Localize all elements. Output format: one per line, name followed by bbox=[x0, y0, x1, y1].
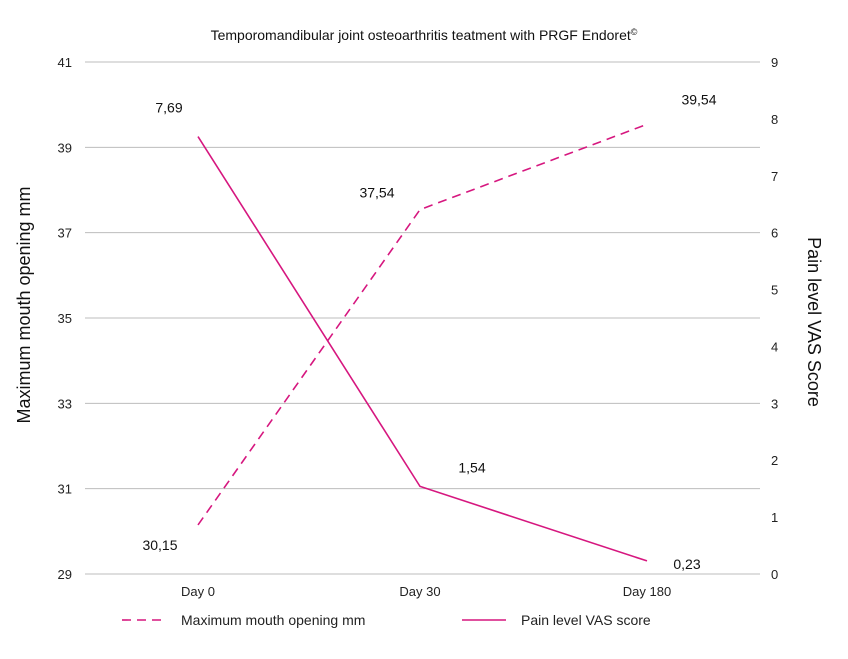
data-label: 7,69 bbox=[155, 100, 182, 116]
right-tick-label: 8 bbox=[771, 112, 778, 127]
right-tick-label: 3 bbox=[771, 396, 778, 411]
left-axis-title: Maximum mouth opening mm bbox=[14, 186, 34, 423]
data-labels: 30,15 37,54 39,54 7,69 1,54 0,23 bbox=[142, 91, 716, 572]
x-axis-ticks: Day 0 Day 30 Day 180 bbox=[181, 584, 671, 599]
right-tick-label: 7 bbox=[771, 169, 778, 184]
data-label: 37,54 bbox=[359, 185, 394, 201]
legend-label: Pain level VAS score bbox=[521, 612, 651, 628]
chart-title-text: Temporomandibular joint osteoarthritis t… bbox=[211, 27, 631, 43]
left-tick-label: 39 bbox=[58, 140, 72, 155]
right-tick-label: 5 bbox=[771, 283, 778, 298]
data-label: 30,15 bbox=[142, 537, 177, 553]
right-tick-label: 9 bbox=[771, 55, 778, 70]
series-line-1 bbox=[197, 136, 648, 562]
right-tick-label: 2 bbox=[771, 453, 778, 468]
right-tick-label: 0 bbox=[771, 567, 778, 582]
data-label: 0,23 bbox=[673, 556, 700, 572]
data-label: 39,54 bbox=[681, 91, 716, 107]
right-axis-title: Pain level VAS Score bbox=[804, 237, 824, 407]
left-tick-label: 41 bbox=[58, 55, 72, 70]
right-axis-ticks: 0 1 2 3 4 5 6 7 8 9 bbox=[771, 55, 778, 582]
series-line-0 bbox=[197, 123, 648, 526]
series-lines bbox=[197, 123, 648, 562]
left-tick-label: 37 bbox=[58, 226, 72, 241]
right-tick-label: 6 bbox=[771, 226, 778, 241]
left-tick-label: 33 bbox=[58, 396, 72, 411]
gridlines bbox=[85, 61, 760, 575]
left-tick-label: 31 bbox=[58, 482, 72, 497]
left-tick-label: 29 bbox=[58, 567, 72, 582]
data-label: 1,54 bbox=[458, 459, 485, 475]
legend-label: Maximum mouth opening mm bbox=[181, 612, 365, 628]
chart-title: Temporomandibular joint osteoarthritis t… bbox=[211, 27, 638, 43]
x-tick-label: Day 180 bbox=[623, 584, 671, 599]
legend: Maximum mouth opening mm Pain level VAS s… bbox=[122, 612, 651, 628]
x-tick-label: Day 30 bbox=[399, 584, 440, 599]
x-tick-label: Day 0 bbox=[181, 584, 215, 599]
right-tick-label: 1 bbox=[771, 510, 778, 525]
chart-title-mark: © bbox=[631, 27, 638, 37]
right-tick-label: 4 bbox=[771, 339, 778, 354]
left-tick-label: 35 bbox=[58, 311, 72, 326]
left-axis-ticks: 29 31 33 35 37 39 41 bbox=[58, 55, 72, 582]
